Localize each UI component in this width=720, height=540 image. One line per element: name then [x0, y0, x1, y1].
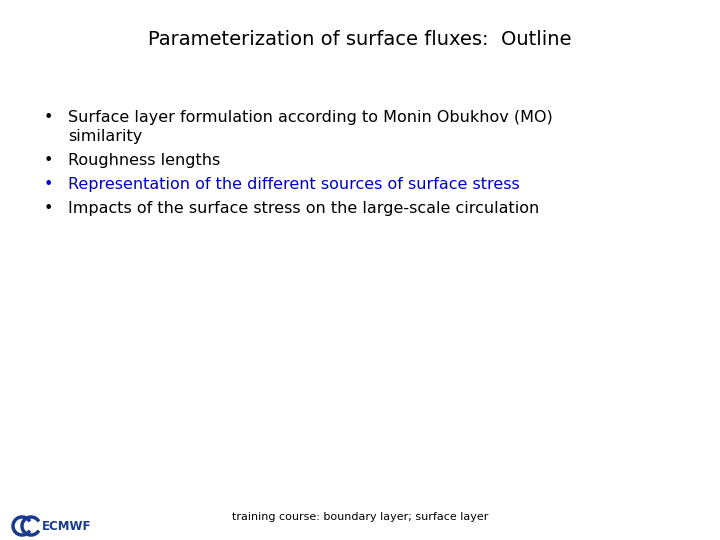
Text: Surface layer formulation according to Monin Obukhov (MO): Surface layer formulation according to M…: [68, 110, 553, 125]
Text: Roughness lengths: Roughness lengths: [68, 153, 220, 168]
Text: Representation of the different sources of surface stress: Representation of the different sources …: [68, 177, 520, 192]
Text: Impacts of the surface stress on the large-scale circulation: Impacts of the surface stress on the lar…: [68, 201, 539, 216]
Text: •: •: [43, 201, 53, 216]
Text: •: •: [43, 153, 53, 168]
Text: similarity: similarity: [68, 129, 143, 144]
Text: Parameterization of surface fluxes:  Outline: Parameterization of surface fluxes: Outl…: [148, 30, 572, 49]
Text: •: •: [43, 110, 53, 125]
Text: •: •: [43, 177, 53, 192]
Text: training course: boundary layer; surface layer: training course: boundary layer; surface…: [232, 512, 488, 522]
Text: ECMWF: ECMWF: [42, 519, 91, 532]
